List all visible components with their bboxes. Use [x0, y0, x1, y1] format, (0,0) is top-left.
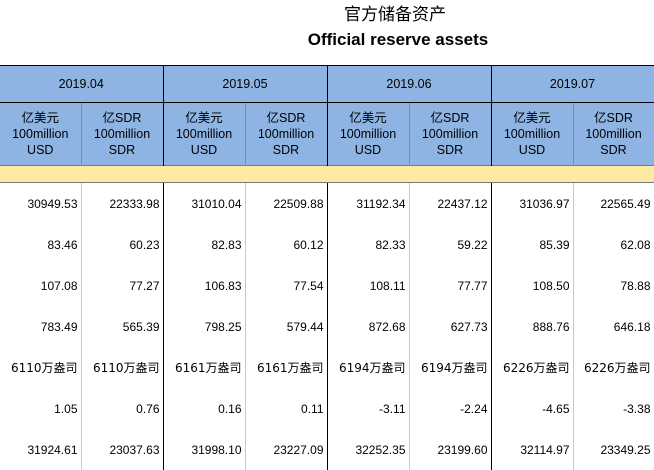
table-cell: 0.11	[245, 388, 327, 429]
table-cell: 0.16	[163, 388, 245, 429]
table-cell: 82.33	[327, 224, 409, 265]
table-cell: 783.49	[0, 306, 81, 347]
table-cell: 6110万盎司	[0, 347, 81, 388]
table-cell: -2.24	[409, 388, 491, 429]
table-cell: 83.46	[0, 224, 81, 265]
title-english: Official reserve assets	[0, 29, 654, 51]
table-cell: 77.54	[245, 265, 327, 306]
table-cell: 6194万盎司	[409, 347, 491, 388]
period-header: 2019.06	[327, 66, 491, 103]
table-cell: 108.50	[491, 265, 573, 306]
spacer-row	[0, 166, 654, 183]
table-cell: 6110万盎司	[81, 347, 163, 388]
table-cell: 62.08	[573, 224, 654, 265]
table-cell: 77.77	[409, 265, 491, 306]
table-cell: 0.76	[81, 388, 163, 429]
table-cell: 1.05	[0, 388, 81, 429]
table-cell: 82.83	[163, 224, 245, 265]
table-cell: 32252.35	[327, 429, 409, 470]
table-cell: 798.25	[163, 306, 245, 347]
table-cell: 872.68	[327, 306, 409, 347]
table-cell: -4.65	[491, 388, 573, 429]
table-cell: 107.08	[0, 265, 81, 306]
table-cell: 60.23	[81, 224, 163, 265]
table-cell: 31036.97	[491, 183, 573, 225]
table-cell: 108.11	[327, 265, 409, 306]
table-cell: 6226万盎司	[491, 347, 573, 388]
table-cell: 59.22	[409, 224, 491, 265]
table-cell: 31010.04	[163, 183, 245, 225]
table-cell: 6161万盎司	[163, 347, 245, 388]
table-cell: 31192.34	[327, 183, 409, 225]
table-cell: 6161万盎司	[245, 347, 327, 388]
table-cell: 22565.49	[573, 183, 654, 225]
table-cell: 579.44	[245, 306, 327, 347]
period-header: 2019.07	[491, 66, 654, 103]
table-cell: 22509.88	[245, 183, 327, 225]
table-cell: 32114.97	[491, 429, 573, 470]
table-cell: 888.76	[491, 306, 573, 347]
table-cell: 627.73	[409, 306, 491, 347]
table-cell: 77.27	[81, 265, 163, 306]
table-cell: 106.83	[163, 265, 245, 306]
table-cell: 31998.10	[163, 429, 245, 470]
table-cell: 646.18	[573, 306, 654, 347]
table-cell: 6226万盎司	[573, 347, 654, 388]
period-header-row: 2019.04 2019.05 2019.06 2019.07	[0, 66, 654, 103]
table-cell: -3.38	[573, 388, 654, 429]
table-cell: 23349.25	[573, 429, 654, 470]
title-chinese: 官方储备资产	[0, 4, 654, 26]
table-cell: 23227.09	[245, 429, 327, 470]
table-cell: 30949.53	[0, 183, 81, 225]
period-header: 2019.04	[0, 66, 163, 103]
table-cell: 78.88	[573, 265, 654, 306]
table-cell: 22437.12	[409, 183, 491, 225]
table-cell: 60.12	[245, 224, 327, 265]
table-cell: 6194万盎司	[327, 347, 409, 388]
table-cell: 22333.98	[81, 183, 163, 225]
table-cell: 23199.60	[409, 429, 491, 470]
table-cell: 23037.63	[81, 429, 163, 470]
table-cell: 85.39	[491, 224, 573, 265]
table-cell: 31924.61	[0, 429, 81, 470]
period-header: 2019.05	[163, 66, 327, 103]
table-cell: 565.39	[81, 306, 163, 347]
table-cell: -3.11	[327, 388, 409, 429]
